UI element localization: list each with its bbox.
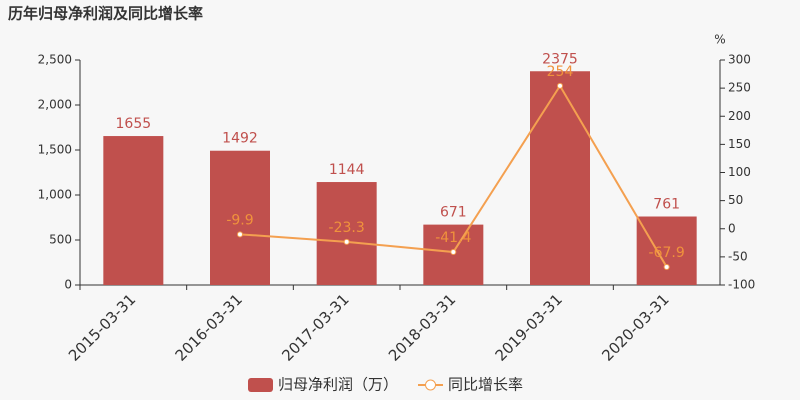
legend-swatch-marker: [425, 379, 437, 391]
line-value-label: -23.3: [329, 220, 365, 236]
bar: [210, 150, 270, 285]
line-value-label: -9.9: [226, 212, 253, 228]
y2-tick-label: 150: [728, 137, 751, 151]
y2-tick-label: 0: [728, 221, 736, 235]
bar-value-label: 1492: [222, 131, 258, 147]
legend-swatch: [248, 378, 273, 392]
x-tick-label: 2016-03-31: [172, 290, 246, 364]
y2-tick-label: 100: [728, 165, 751, 179]
y-tick-label: 1,500: [38, 143, 72, 157]
line-value-label: -41.4: [435, 230, 471, 246]
y-tick-label: 1,000: [38, 188, 72, 202]
line-point: [450, 249, 457, 256]
x-tick-label: 2018-03-31: [385, 290, 459, 364]
chart-title: 历年归母净利润及同比增长率: [8, 5, 203, 23]
line-point: [343, 238, 350, 245]
legend-label: 同比增长率: [448, 376, 523, 394]
bar-value-label: 761: [653, 197, 680, 213]
y2-tick-label: 300: [728, 53, 751, 67]
y2-tick-label: -50: [728, 249, 748, 263]
line-point: [237, 231, 243, 238]
legend-label: 归母净利润（万）: [278, 376, 398, 394]
y2-tick-label: 50: [728, 193, 743, 207]
y2-axis-unit: %: [714, 33, 725, 47]
x-tick-label: 2015-03-31: [65, 290, 139, 364]
y-tick-label: 500: [49, 233, 72, 247]
bar: [103, 136, 164, 285]
bar-value-label: 671: [440, 205, 467, 221]
x-tick-label: 2020-03-31: [598, 290, 672, 364]
y-tick-label: 2,500: [38, 53, 72, 67]
y-tick-label: 2,000: [38, 98, 72, 112]
y2-tick-label: 200: [728, 109, 751, 123]
line-value-label: -67.9: [649, 245, 685, 261]
line-point: [557, 82, 563, 89]
bar-value-label: 2375: [542, 51, 578, 67]
line-value-label: 254: [547, 64, 574, 80]
y2-tick-label: 250: [728, 81, 751, 95]
y2-tick-label: -100: [728, 278, 755, 292]
x-tick-label: 2019-03-31: [492, 290, 566, 364]
bar-value-label: 1144: [329, 162, 365, 178]
line-point: [663, 263, 670, 270]
y-tick-label: 0: [64, 278, 72, 292]
bar-value-label: 1655: [116, 116, 152, 132]
bar: [636, 216, 697, 285]
x-tick-label: 2017-03-31: [278, 290, 352, 364]
bar: [316, 182, 377, 285]
bar: [530, 71, 590, 285]
